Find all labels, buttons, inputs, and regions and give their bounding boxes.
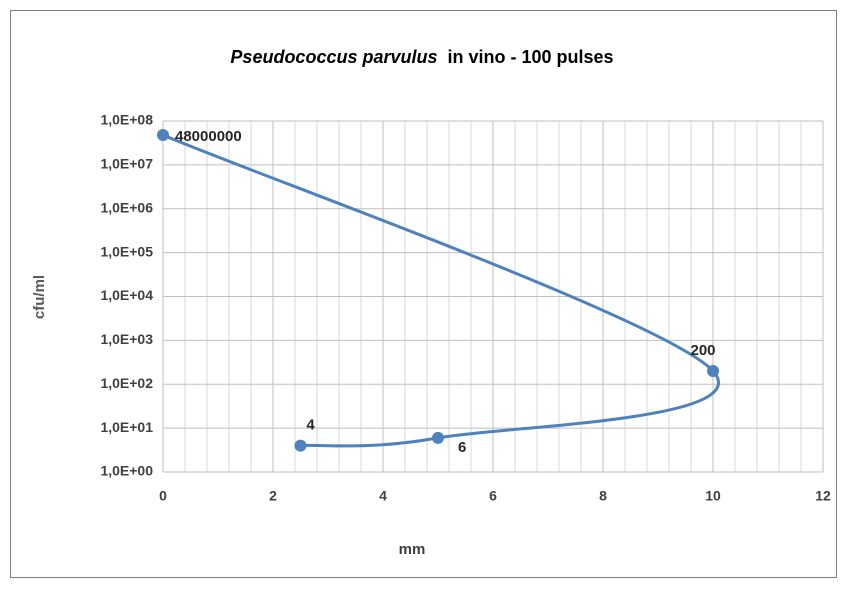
data-label: 6 [458,439,466,456]
x-tick-label: 12 [815,488,831,504]
title-species: Pseudococcus parvulus [230,47,437,67]
x-axis-label: mm [399,541,426,558]
y-tick-label: 1,0E+06 [100,199,153,215]
x-tick-label: 0 [159,488,167,504]
series-line [162,133,720,448]
data-label: 200 [690,342,715,359]
x-tick-label: 4 [379,488,387,504]
x-tick-label: 2 [269,488,277,504]
data-point [432,431,444,444]
y-axis-label: cfu/ml [31,275,48,319]
title-rest: in vino - 100 pulses [448,47,614,67]
data-point [157,128,169,141]
data-point [707,365,719,378]
data-point [294,439,307,452]
y-tick-label: 1,0E+05 [100,243,153,259]
x-tick-label: 6 [489,488,497,504]
y-tick-label: 1,0E+02 [100,375,153,391]
data-label: 48000000 [175,128,242,145]
chart-frame [10,10,837,578]
y-tick-label: 1,0E+01 [100,419,153,435]
x-tick-label: 10 [705,488,721,504]
y-tick-label: 1,0E+00 [100,463,153,479]
data-label: 4 [306,417,315,434]
y-tick-label: 1,0E+04 [100,287,153,303]
y-tick-label: 1,0E+07 [100,156,153,172]
x-tick-label: 8 [599,488,607,504]
y-tick-label: 1,0E+08 [100,112,153,128]
chart-title: Pseudococcus parvulus in vino - 100 pulse… [230,47,613,67]
y-tick-label: 1,0E+03 [100,331,153,347]
